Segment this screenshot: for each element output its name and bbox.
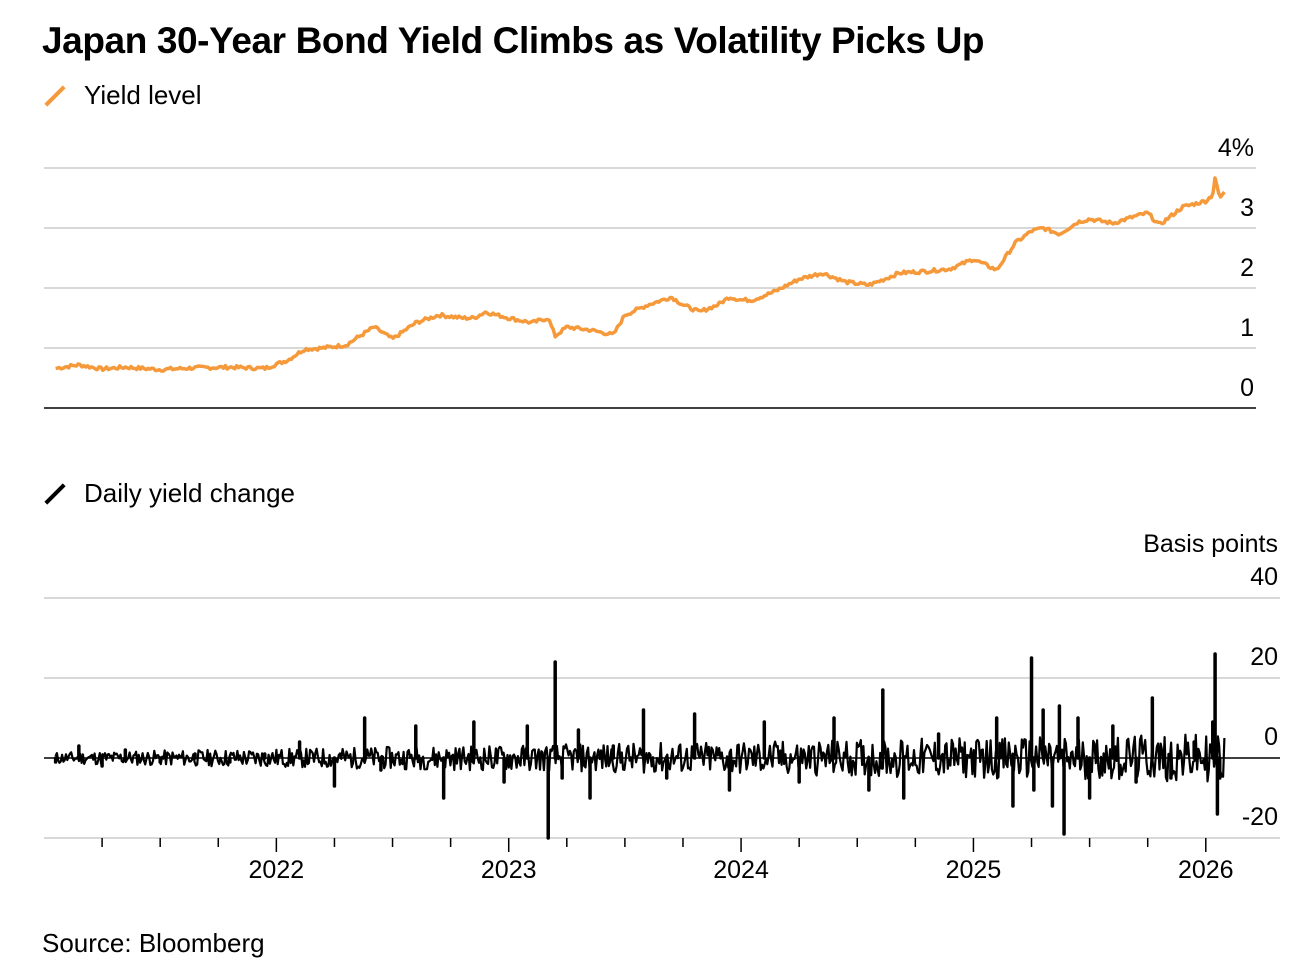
source-note: Source: Bloomberg xyxy=(42,928,265,958)
y-tick-label: 40 xyxy=(1250,563,1278,591)
legend-yield-label: Yield level xyxy=(84,80,202,110)
legend-change-label: Daily yield change xyxy=(84,478,296,508)
x-axis: 2022 2023 2024 2025 2026 xyxy=(101,838,1234,884)
y-tick-label: 1 xyxy=(1240,314,1254,342)
daily-change-panel: Basis points 40 20 0 -20 xyxy=(44,530,1280,840)
legend-daily-change: Daily yield change xyxy=(44,478,295,509)
y-tick-label: -20 xyxy=(1242,803,1278,831)
y-tick-label: 0 xyxy=(1264,723,1278,751)
legend-yield-level: Yield level xyxy=(44,80,202,111)
x-tick-label: 2023 xyxy=(481,856,537,884)
x-tick-label: 2024 xyxy=(713,856,769,884)
chart-title: Japan 30-Year Bond Yield Climbs as Volat… xyxy=(42,20,985,61)
y-tick-label: 3 xyxy=(1240,194,1254,222)
x-tick-label: 2026 xyxy=(1178,856,1234,884)
daily-change-line xyxy=(54,733,1226,783)
y-tick-label: 4% xyxy=(1218,134,1254,162)
y-tick-label: 2 xyxy=(1240,254,1254,282)
yield-level-panel: 0 1 2 3 4% xyxy=(44,134,1256,409)
x-tick-label: 2022 xyxy=(249,856,305,884)
y-axis-unit-label: Basis points xyxy=(1143,530,1278,558)
y-tick-label: 20 xyxy=(1250,643,1278,671)
yield-level-line xyxy=(55,176,1226,373)
y-tick-label: 0 xyxy=(1240,374,1254,402)
x-tick-label: 2025 xyxy=(946,856,1002,884)
